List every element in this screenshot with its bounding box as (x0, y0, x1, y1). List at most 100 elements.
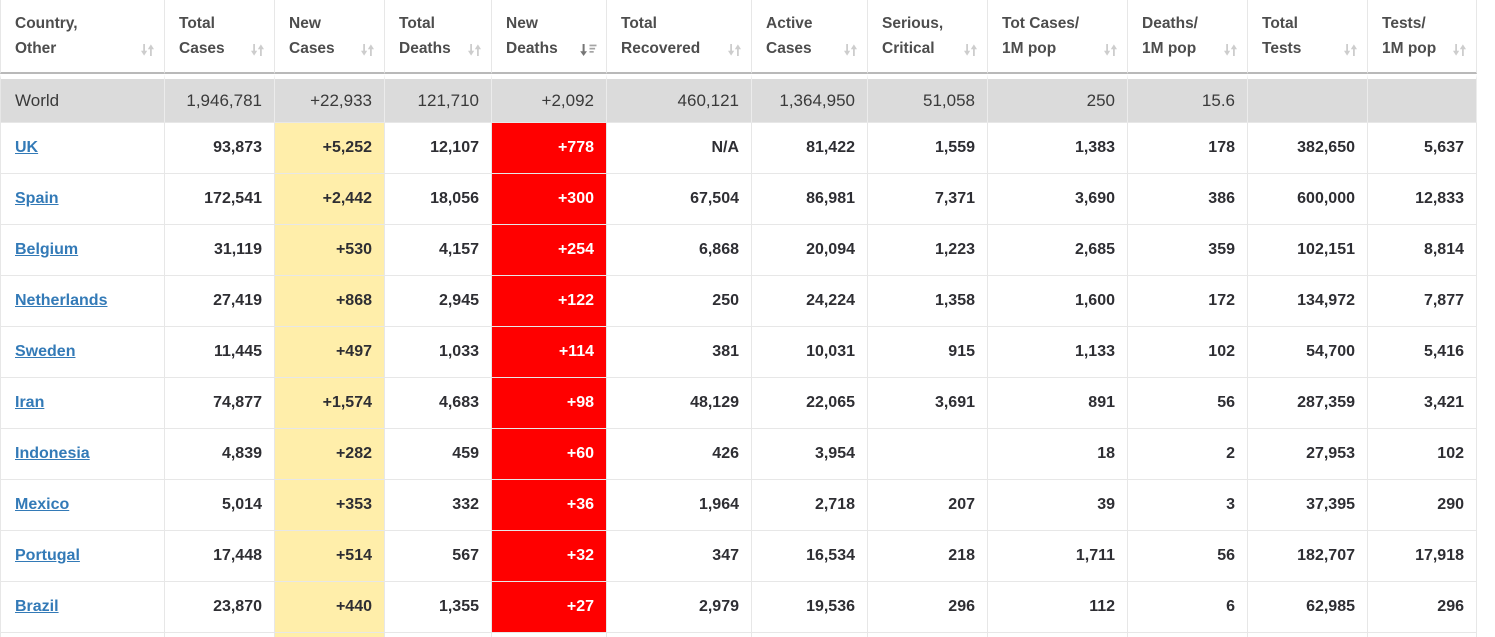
cell-total-recovered: 67,504 (607, 174, 752, 225)
cell-new-cases (275, 633, 385, 637)
cell-active-cases: 10,031 (752, 327, 868, 378)
cell-total-cases: 1,946,781 (165, 74, 275, 123)
sort-icon (467, 43, 482, 61)
cell-total-deaths (385, 633, 492, 637)
column-header-serious-critical[interactable]: Serious, Critical (868, 0, 988, 74)
cell-total-recovered: N/A (607, 123, 752, 174)
column-header-country[interactable]: Country, Other (0, 0, 165, 74)
column-header-total-deaths[interactable]: Total Deaths (385, 0, 492, 74)
column-header-label: New Deaths (506, 15, 558, 57)
cell-tests-1m: 5,637 (1368, 123, 1477, 174)
cell-tests-1m (1368, 633, 1477, 637)
column-header-label: Total Cases (179, 15, 225, 57)
cell-tests-1m: 290 (1368, 480, 1477, 531)
cell-active-cases: 2,718 (752, 480, 868, 531)
cell-new-cases: +1,574 (275, 378, 385, 429)
country-link[interactable]: Sweden (15, 343, 76, 360)
table-row: Belgium 31,119 +530 4,157 +254 6,868 20,094 1,2… (0, 225, 1477, 276)
cell-total-recovered: 2,979 (607, 582, 752, 633)
cell-total-deaths: 2,945 (385, 276, 492, 327)
cell-total-recovered: 381 (607, 327, 752, 378)
column-header-label: Tot Cases/1M pop (1002, 15, 1080, 57)
cell-new-deaths: +778 (492, 123, 607, 174)
cell-tot-cases-1m: 1,600 (988, 276, 1128, 327)
country-link[interactable]: Portugal (15, 547, 80, 564)
column-header-label: Total Deaths (399, 15, 451, 57)
column-header-deaths-1m[interactable]: Deaths/1M pop (1128, 0, 1248, 74)
cell-total-recovered: 460,121 (607, 74, 752, 123)
cell-serious-critical: 1,223 (868, 225, 988, 276)
column-header-label: Tests/1M pop (1382, 15, 1437, 57)
country-link[interactable]: Iran (15, 394, 45, 411)
cell-total-tests: 37,395 (1248, 480, 1368, 531)
cell-total-tests: 27,953 (1248, 429, 1368, 480)
table-row-clipped (0, 633, 1477, 637)
cell-total-deaths: 1,355 (385, 582, 492, 633)
cell-new-deaths: +2,092 (492, 74, 607, 123)
table-row: UK 93,873 +5,252 12,107 +778 N/A 81,422 1,559 1,… (0, 123, 1477, 174)
column-header-total-tests[interactable]: Total Tests (1248, 0, 1368, 74)
cell-total-cases (165, 633, 275, 637)
country-link[interactable]: UK (15, 139, 39, 156)
column-header-label: Country, Other (15, 15, 78, 57)
cell-deaths-1m: 102 (1128, 327, 1248, 378)
cell-serious-critical: 51,058 (868, 74, 988, 123)
cell-total-tests: 182,707 (1248, 531, 1368, 582)
cell-tot-cases-1m: 18 (988, 429, 1128, 480)
cell-country: Spain (0, 174, 165, 225)
column-header-tests-1m[interactable]: Tests/1M pop (1368, 0, 1477, 74)
cell-total-deaths: 12,107 (385, 123, 492, 174)
cell-new-deaths (492, 633, 607, 637)
table-header: Country, Other Total Cases New Cases Total Deat… (0, 0, 1477, 74)
country-link[interactable]: Mexico (15, 496, 70, 513)
cell-tests-1m: 17,918 (1368, 531, 1477, 582)
cell-country: Sweden (0, 327, 165, 378)
cell-total-tests: 102,151 (1248, 225, 1368, 276)
cell-new-deaths: +27 (492, 582, 607, 633)
cell-total-recovered: 426 (607, 429, 752, 480)
table-row: Mexico 5,014 +353 332 +36 1,964 2,718 207 39 3 37,… (0, 480, 1477, 531)
cell-total-deaths: 332 (385, 480, 492, 531)
cell-active-cases: 16,534 (752, 531, 868, 582)
cell-total-cases: 31,119 (165, 225, 275, 276)
column-header-new-cases[interactable]: New Cases (275, 0, 385, 74)
cell-new-cases: +440 (275, 582, 385, 633)
table-row: Sweden 11,445 +497 1,033 +114 381 10,031 915 1,1… (0, 327, 1477, 378)
country-link[interactable]: Brazil (15, 598, 59, 615)
column-header-total-recovered[interactable]: Total Recovered (607, 0, 752, 74)
cell-serious-critical: 207 (868, 480, 988, 531)
cell-total-cases: 74,877 (165, 378, 275, 429)
cell-tot-cases-1m: 2,685 (988, 225, 1128, 276)
cell-total-cases: 172,541 (165, 174, 275, 225)
cell-active-cases: 1,364,950 (752, 74, 868, 123)
cell-total-recovered: 250 (607, 276, 752, 327)
column-header-tot-cases-1m[interactable]: Tot Cases/1M pop (988, 0, 1128, 74)
column-header-label: Total Tests (1262, 15, 1302, 57)
column-header-new-deaths[interactable]: New Deaths (492, 0, 607, 74)
sort-icon (140, 43, 155, 61)
cell-country: Iran (0, 378, 165, 429)
cell-total-recovered (607, 633, 752, 637)
cell-tests-1m: 3,421 (1368, 378, 1477, 429)
country-link[interactable]: Spain (15, 190, 59, 207)
cell-new-deaths: +122 (492, 276, 607, 327)
sort-icon (963, 43, 978, 61)
cell-tot-cases-1m (988, 633, 1128, 637)
table-row: Indonesia 4,839 +282 459 +60 426 3,954 18 2 27,95… (0, 429, 1477, 480)
cell-new-cases: +530 (275, 225, 385, 276)
cell-total-cases: 23,870 (165, 582, 275, 633)
cell-tot-cases-1m: 1,133 (988, 327, 1128, 378)
column-header-inner: Tests/1M pop (1382, 11, 1467, 61)
column-header-label: Total Recovered (621, 15, 701, 57)
country-link[interactable]: Netherlands (15, 292, 108, 309)
column-header-inner: Total Cases (179, 11, 265, 61)
cell-tests-1m: 5,416 (1368, 327, 1477, 378)
country-link[interactable]: Belgium (15, 241, 79, 258)
cell-serious-critical: 296 (868, 582, 988, 633)
cell-deaths-1m: 6 (1128, 582, 1248, 633)
column-header-active-cases[interactable]: Active Cases (752, 0, 868, 74)
country-link[interactable]: Indonesia (15, 445, 90, 462)
column-header-total-cases[interactable]: Total Cases (165, 0, 275, 74)
sort-desc-icon (580, 43, 597, 61)
